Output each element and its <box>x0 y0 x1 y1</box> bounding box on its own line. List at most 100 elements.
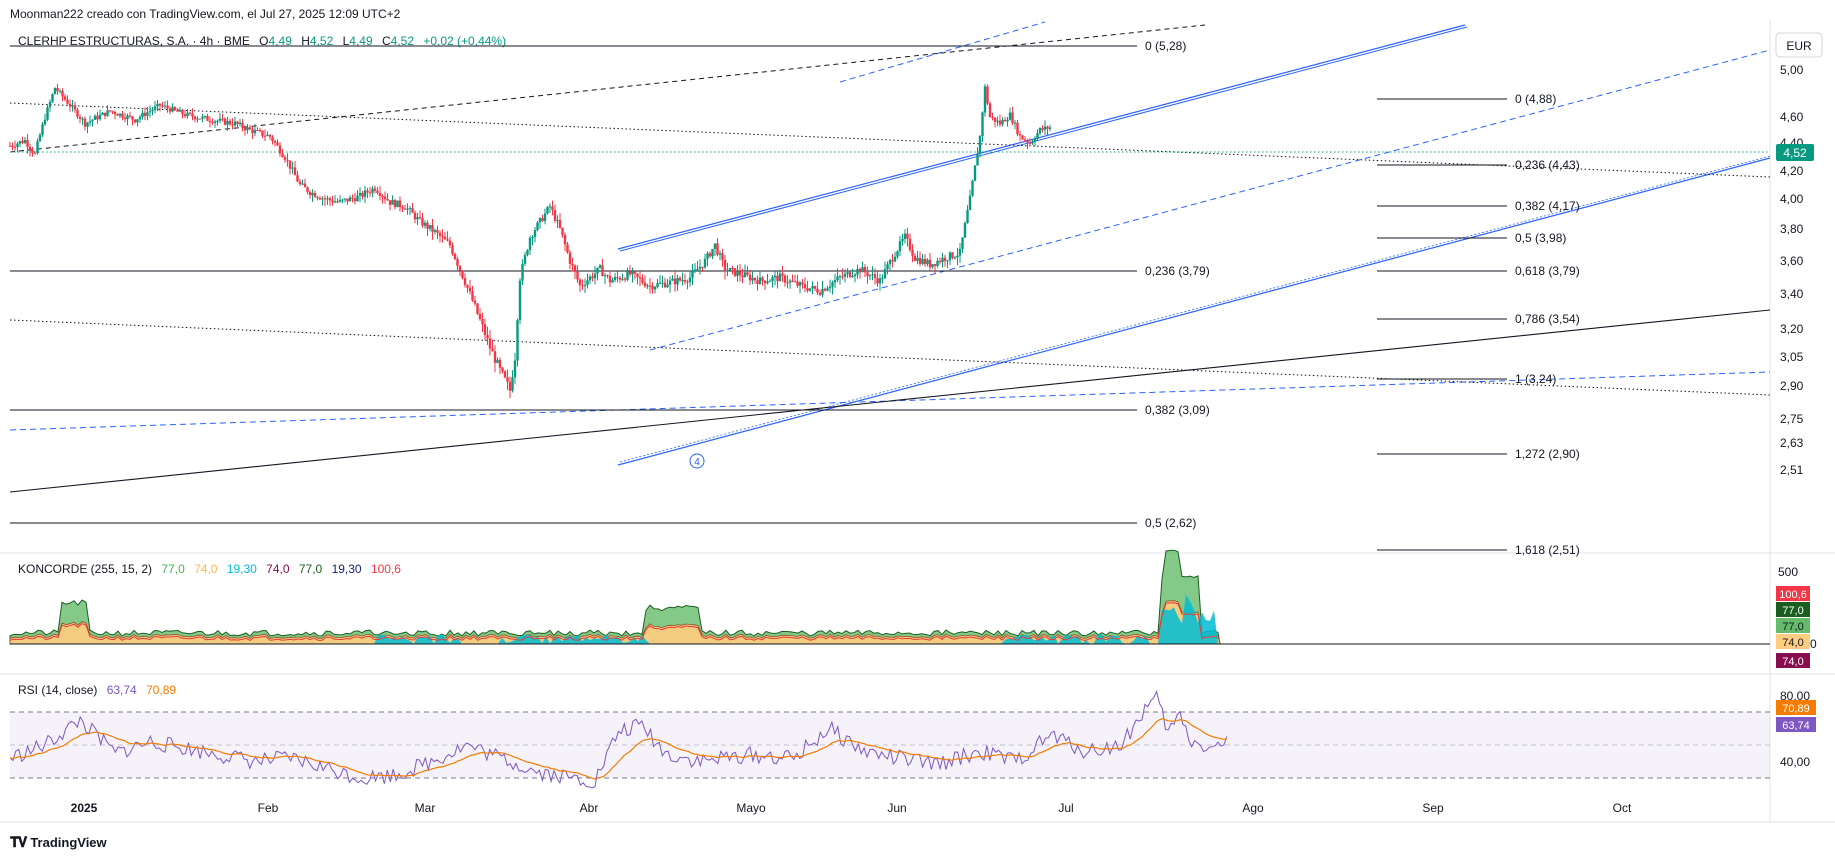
candle-body <box>183 114 187 117</box>
trendline-drawings[interactable] <box>9 21 1771 493</box>
candle-body <box>931 264 934 268</box>
candle-body <box>296 175 299 182</box>
candle-body <box>768 280 772 282</box>
candle-body <box>43 119 47 125</box>
tradingview-logo-icon: 𝐓𝐕 <box>10 834 27 850</box>
channel-upper-dashed[interactable] <box>839 21 1046 83</box>
time-tick-label: Oct <box>1613 801 1632 815</box>
candle-body <box>481 319 484 325</box>
candle-body <box>1048 127 1052 129</box>
candle-body <box>811 286 814 289</box>
channel-mid-dashed[interactable] <box>649 49 1771 351</box>
candle-body <box>153 106 157 110</box>
candle-body <box>666 284 669 288</box>
candle-body <box>288 160 292 169</box>
candle-body <box>506 377 509 382</box>
candle-body <box>988 103 992 118</box>
candle-body <box>688 277 692 283</box>
candle-body <box>916 257 919 261</box>
footer-brand[interactable]: 𝐓𝐕 TradingView <box>10 834 107 851</box>
candle-body <box>156 103 159 107</box>
candle-body <box>566 244 569 253</box>
candle-body <box>113 112 117 115</box>
koncorde-badge-text: 74,0 <box>1782 637 1803 649</box>
price-tick-label: 2,51 <box>1780 463 1804 477</box>
candle-body <box>866 272 869 277</box>
fibonacci-levels[interactable]: 0 (5,28) 0,236 (3,79) 0,382 (3,09) 0,5 (2,6… <box>10 39 1580 557</box>
fib-level-label: 0,5 (2,62) <box>1145 516 1196 530</box>
currency-button[interactable] <box>1775 32 1823 58</box>
candle-body <box>868 275 872 277</box>
candle-body <box>173 107 177 110</box>
candle-body <box>678 277 682 281</box>
candle-body <box>833 280 837 283</box>
candle-body <box>711 248 714 257</box>
candle-body <box>596 267 599 274</box>
candle-body <box>968 195 972 211</box>
channel-top-line[interactable] <box>617 24 1466 250</box>
fib-level-label: 1,272 (2,90) <box>1515 447 1580 461</box>
candle-body <box>683 279 687 282</box>
candle-body <box>661 282 664 284</box>
candle-body <box>346 198 349 202</box>
candle-body <box>788 280 792 283</box>
candle-body <box>746 272 749 275</box>
candle-body <box>861 267 864 273</box>
candle-body <box>226 120 229 125</box>
candle-body <box>446 239 449 241</box>
price-tick-label: 5,00 <box>1780 63 1804 77</box>
candle-body <box>563 234 567 245</box>
candle-body <box>18 141 22 144</box>
candle-body <box>608 275 612 283</box>
candle-body <box>11 145 14 147</box>
candle-body <box>101 112 104 115</box>
long-uptrend-line[interactable] <box>9 309 1771 493</box>
candle-body <box>681 279 684 281</box>
channel-top-line-2[interactable] <box>619 26 1468 252</box>
channel-bottom-line[interactable] <box>617 157 1771 466</box>
candle-body <box>233 121 237 126</box>
candle-body <box>181 110 184 115</box>
candle-body <box>621 278 624 280</box>
candle-body <box>498 360 502 368</box>
candle-body <box>853 274 857 277</box>
candle-body <box>501 367 504 372</box>
candle-body <box>878 278 882 284</box>
candle-body <box>588 276 592 281</box>
candle-body <box>796 281 799 286</box>
candle-body <box>496 360 499 363</box>
candle-body <box>978 135 982 154</box>
candle-body <box>936 260 939 266</box>
candle-body <box>26 140 29 147</box>
wave-label-circle[interactable] <box>689 453 705 469</box>
candle-body <box>71 105 74 107</box>
candle-body <box>716 243 719 255</box>
candle-body <box>893 256 897 262</box>
rsi-ma-value: 70,89 <box>146 683 176 697</box>
candle-body <box>651 285 654 290</box>
candle-body <box>193 116 197 120</box>
lower-dotted-line[interactable] <box>9 319 1771 396</box>
candle-body <box>593 273 597 279</box>
candle-body <box>28 146 32 150</box>
candle-body <box>343 198 347 200</box>
candle-body <box>8 145 12 147</box>
candle-body <box>686 281 689 283</box>
candle-body <box>756 280 759 285</box>
candle-body <box>551 206 554 211</box>
candle-body <box>73 105 77 110</box>
candle-body <box>453 253 457 260</box>
candle-body <box>1006 119 1009 122</box>
candle-body <box>1033 139 1037 142</box>
rsi-badges: 70,89 63,74 <box>1776 700 1816 732</box>
downtrend-dotted-line[interactable] <box>9 102 1771 178</box>
candle-body <box>876 278 879 284</box>
candle-body <box>648 285 652 287</box>
change-value: +0,02 (+0,44%) <box>423 34 506 48</box>
candle-body <box>61 90 64 97</box>
candle-body <box>986 86 989 104</box>
candle-body <box>668 280 672 285</box>
candle-body <box>373 188 377 191</box>
koncorde-areas <box>9 549 1221 645</box>
